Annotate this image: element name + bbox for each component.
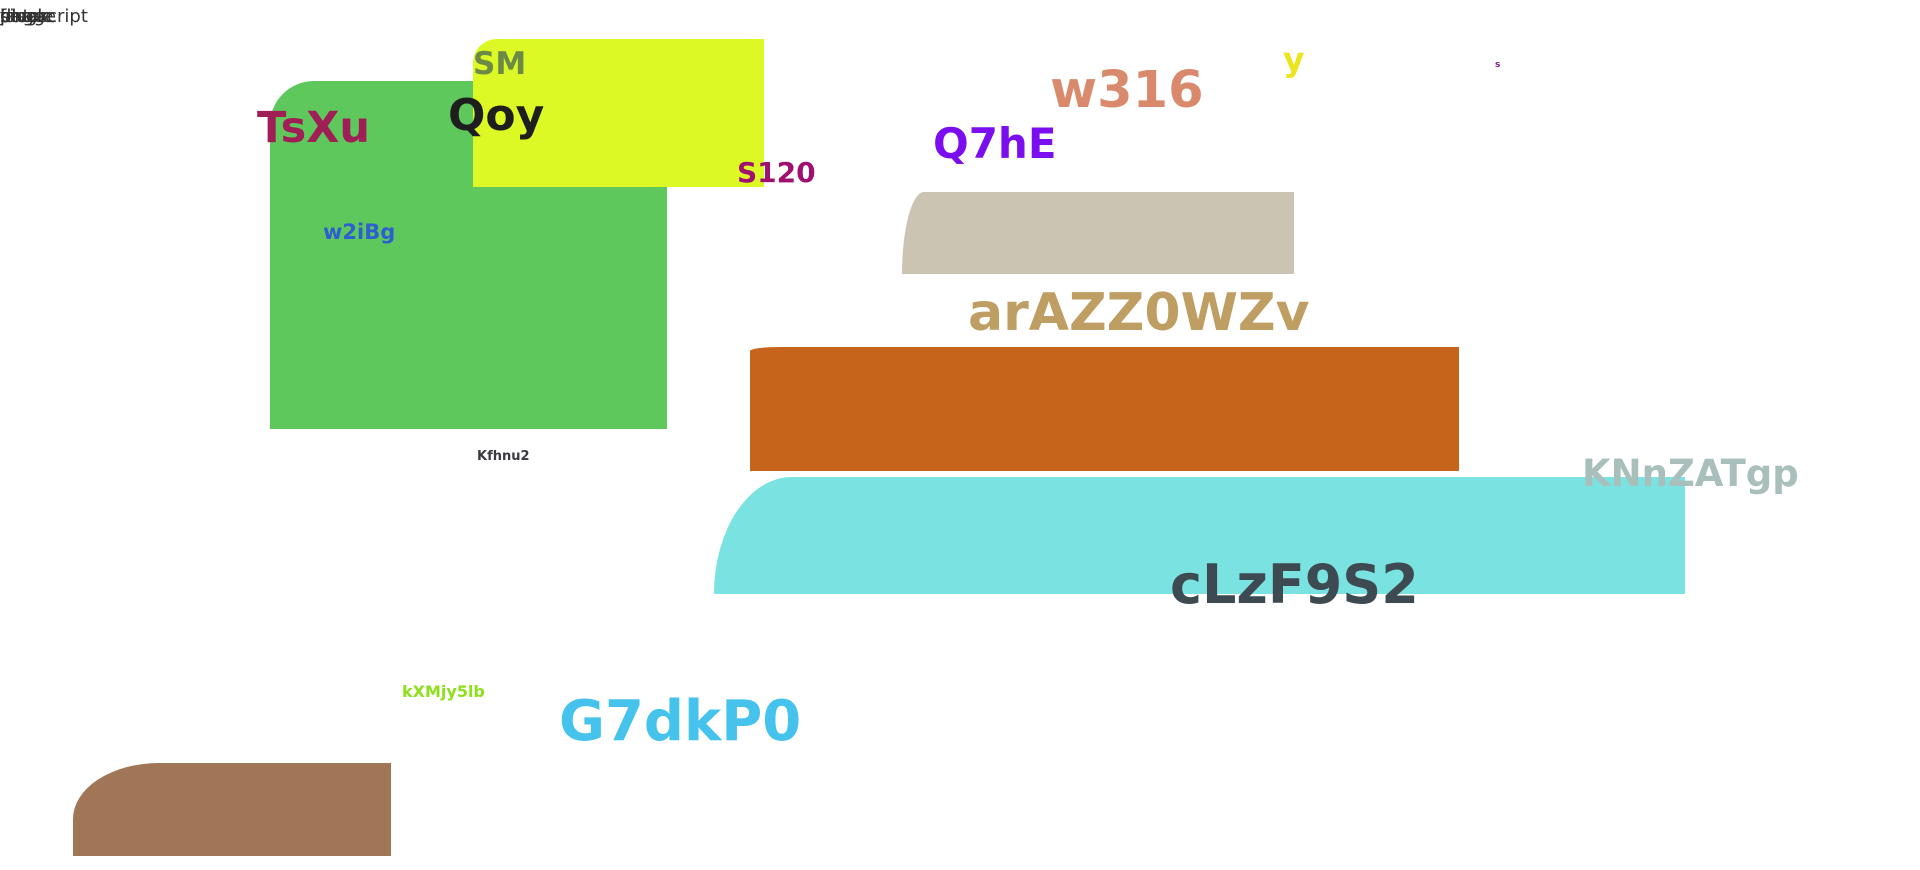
corner-overlapping-text: javascript data single image file page b… bbox=[0, 8, 120, 28]
corner-text-6: page bbox=[0, 6, 45, 27]
orange-block bbox=[750, 347, 1459, 471]
label-s-small: s bbox=[1495, 60, 1501, 70]
label-q7he: Q7hE bbox=[933, 119, 1057, 168]
label-y: y bbox=[1283, 40, 1305, 79]
corner-text-2: data bbox=[0, 6, 41, 27]
label-w316: w316 bbox=[1050, 61, 1204, 120]
brown-block bbox=[73, 763, 391, 856]
corner-text-4: image bbox=[0, 6, 57, 27]
cyan-block bbox=[714, 477, 1685, 594]
corner-text-3: single bbox=[0, 6, 54, 27]
label-sm: SM bbox=[473, 46, 527, 82]
label-g7dkp0: G7dkP0 bbox=[559, 689, 802, 754]
label-s120: S120 bbox=[737, 156, 816, 189]
label-kxmjy5lb: kXMjy5lb bbox=[402, 682, 485, 701]
label-qoy: Qoy bbox=[448, 90, 545, 141]
corner-text-5: file bbox=[0, 6, 28, 27]
label-arazz0wzv: arAZZ0WZv bbox=[968, 283, 1310, 343]
gray-block bbox=[902, 192, 1294, 274]
label-tsxu: TsXu bbox=[257, 103, 370, 153]
label-clzf9s2: cLzF9S2 bbox=[1170, 553, 1419, 616]
label-kfhnu2: Kfhnu2 bbox=[477, 449, 530, 464]
lime-block bbox=[473, 39, 764, 187]
corner-text-7: block bbox=[0, 6, 48, 27]
label-knnzatgp: KNnZATgp bbox=[1582, 452, 1799, 495]
corner-text-1: javascript bbox=[0, 6, 88, 27]
label-w2ibg: w2iBg bbox=[323, 220, 396, 244]
